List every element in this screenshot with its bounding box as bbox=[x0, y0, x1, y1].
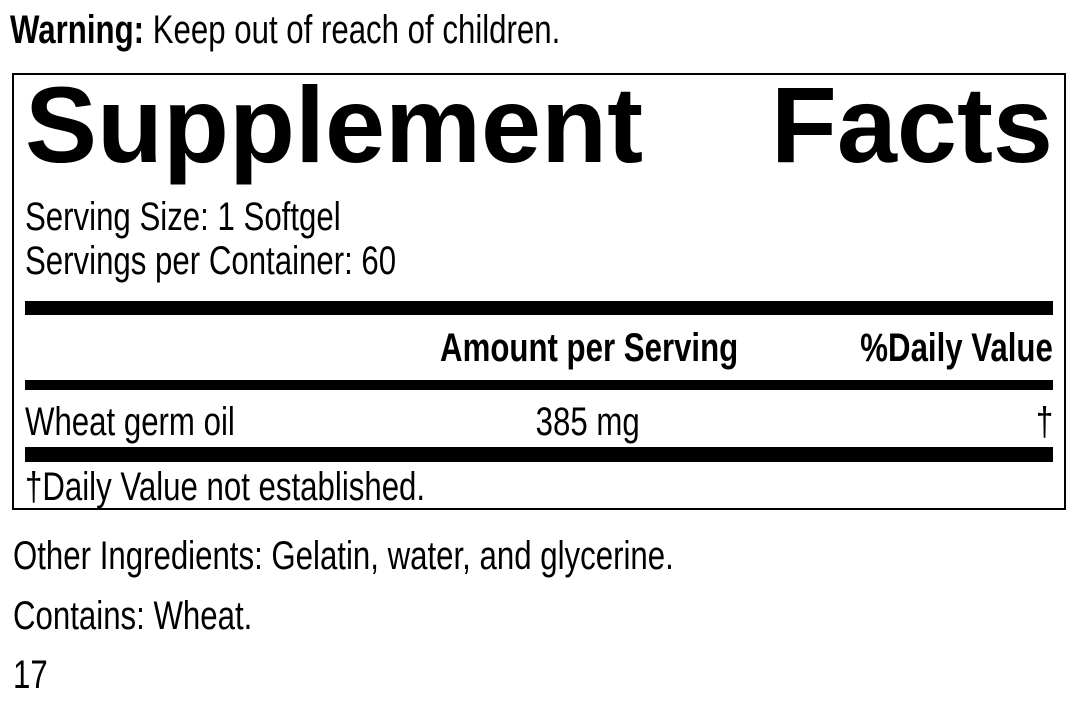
page-number: 17 bbox=[13, 653, 48, 697]
ingredient-name-cell: Wheat germ oil bbox=[25, 400, 398, 444]
ingredient-row: Wheat germ oil 385 mg † bbox=[25, 400, 1053, 444]
ingredient-amount: 385 mg bbox=[535, 400, 641, 444]
contains-line: Contains: Wheat. bbox=[13, 594, 1080, 638]
panel-title-word-facts: Facts bbox=[770, 73, 1053, 185]
divider-light-under-header bbox=[25, 380, 1053, 390]
other-ingredients-line: Other Ingredients: Gelatin, water, and g… bbox=[13, 534, 1080, 578]
ingredient-name: Wheat germ oil bbox=[25, 400, 235, 444]
warning-body: Keep out of reach of children. bbox=[152, 8, 561, 52]
other-ingredients-text: Other Ingredients: Gelatin, water, and g… bbox=[13, 534, 674, 578]
ingredient-daily-value-dagger: † bbox=[1035, 400, 1053, 444]
ingredient-daily-value-cell: † bbox=[778, 400, 1053, 444]
amount-per-serving-header: Amount per Serving bbox=[440, 326, 739, 370]
servings-per-container-text: Servings per Container: 60 bbox=[25, 239, 397, 283]
contains-text: Contains: Wheat. bbox=[13, 594, 253, 638]
divider-medium-above-footnote bbox=[25, 447, 1053, 462]
serving-size-text: Serving Size: 1 Softgel bbox=[25, 195, 341, 239]
servings-per-container-line: Servings per Container: 60 bbox=[25, 239, 1053, 283]
footnote-line: †Daily Value not established. bbox=[25, 465, 1053, 509]
panel-title-word-supplement: Supplement bbox=[25, 73, 644, 185]
ingredient-amount-cell: 385 mg bbox=[398, 400, 778, 444]
warning-text: Warning: Keep out of reach of children. bbox=[10, 8, 560, 52]
supplement-facts-panel: Supplement Facts Serving Size: 1 Softgel… bbox=[12, 73, 1066, 510]
warning-label: Warning: bbox=[10, 8, 145, 52]
page-number-line: 17 bbox=[13, 653, 1080, 697]
divider-heavy-top bbox=[25, 301, 1053, 315]
panel-title: Supplement Facts bbox=[25, 73, 1053, 185]
serving-size-line: Serving Size: 1 Softgel bbox=[25, 195, 1053, 239]
warning-line: Warning: Keep out of reach of children. bbox=[10, 8, 1080, 52]
footnote-text: †Daily Value not established. bbox=[25, 465, 426, 509]
column-header-row: Amount per Serving %Daily Value bbox=[25, 326, 1053, 370]
header-daily-value-cell: %Daily Value bbox=[778, 326, 1053, 370]
daily-value-header: %Daily Value bbox=[860, 326, 1053, 370]
header-amount-cell: Amount per Serving bbox=[398, 326, 778, 370]
